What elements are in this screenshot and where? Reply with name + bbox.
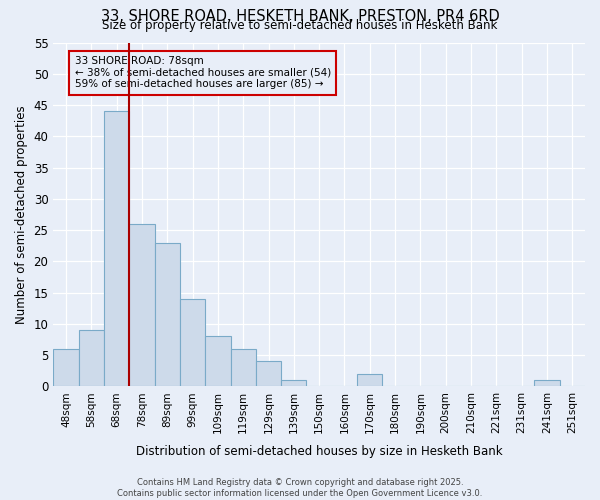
Bar <box>357 374 382 386</box>
Bar <box>79 330 104 386</box>
Bar <box>53 349 79 387</box>
Bar <box>281 380 307 386</box>
Bar <box>155 242 180 386</box>
Y-axis label: Number of semi-detached properties: Number of semi-detached properties <box>15 105 28 324</box>
X-axis label: Distribution of semi-detached houses by size in Hesketh Bank: Distribution of semi-detached houses by … <box>136 444 502 458</box>
Bar <box>104 112 129 386</box>
Bar <box>180 299 205 386</box>
Text: Size of property relative to semi-detached houses in Hesketh Bank: Size of property relative to semi-detach… <box>103 19 497 32</box>
Bar <box>205 336 230 386</box>
Bar <box>256 362 281 386</box>
Bar <box>129 224 155 386</box>
Text: Contains HM Land Registry data © Crown copyright and database right 2025.
Contai: Contains HM Land Registry data © Crown c… <box>118 478 482 498</box>
Bar <box>230 349 256 387</box>
Text: 33, SHORE ROAD, HESKETH BANK, PRESTON, PR4 6RD: 33, SHORE ROAD, HESKETH BANK, PRESTON, P… <box>101 9 499 24</box>
Text: 33 SHORE ROAD: 78sqm
← 38% of semi-detached houses are smaller (54)
59% of semi-: 33 SHORE ROAD: 78sqm ← 38% of semi-detac… <box>74 56 331 90</box>
Bar <box>535 380 560 386</box>
